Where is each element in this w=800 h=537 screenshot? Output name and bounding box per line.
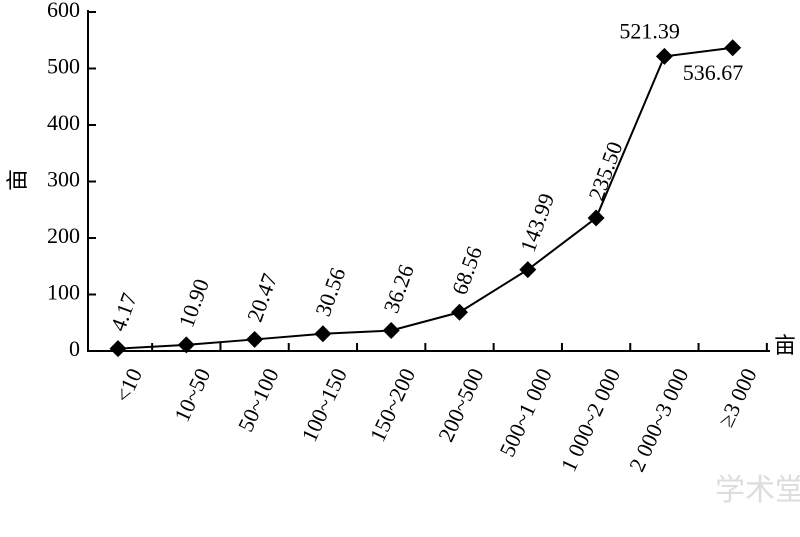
x-tick-label: 200~500 [433, 364, 489, 445]
x-tick-label: 150~200 [365, 364, 421, 445]
marker [109, 340, 127, 358]
y-tick-label: 100 [47, 280, 80, 305]
data-label: 235.50 [583, 138, 627, 203]
marker [177, 336, 195, 354]
x-tick-label: 2 000~3 000 [624, 364, 694, 475]
data-label: 143.99 [515, 190, 559, 255]
x-tick-label: 1 000~2 000 [556, 364, 626, 475]
data-label: 20.47 [242, 270, 282, 325]
marker [382, 322, 400, 339]
marker [246, 330, 264, 348]
x-axis-label: 亩 [774, 333, 796, 358]
y-tick-label: 500 [47, 54, 80, 79]
data-label: 68.56 [447, 243, 487, 298]
line [117, 46, 733, 350]
marker [587, 209, 605, 227]
x-tick-label: <10 [110, 364, 147, 406]
x-tick-label: 100~150 [296, 364, 352, 445]
marker [519, 261, 537, 279]
watermark: 学术堂 [715, 474, 800, 507]
y-tick-label: 0 [69, 336, 80, 361]
y-tick-label: 200 [47, 223, 80, 248]
y-tick-label: 300 [47, 167, 80, 192]
x-tick-label: 10~50 [169, 364, 215, 425]
x-tick-label: ≥3 000 [713, 364, 762, 430]
data-label: 4.17 [105, 290, 142, 335]
marker [724, 39, 742, 57]
marker [451, 303, 468, 321]
y-tick-label: 400 [47, 110, 80, 135]
marker [655, 47, 673, 65]
marker [314, 325, 332, 343]
data-label: 30.56 [310, 264, 350, 319]
x-tick-label: 500~1 000 [494, 364, 557, 460]
y-tick-label: 600 [47, 0, 80, 22]
data-label: 36.26 [378, 261, 418, 316]
data-label: 536.67 [683, 60, 744, 85]
x-tick-label: 50~100 [233, 364, 284, 435]
y-axis-label: 亩 [5, 169, 30, 191]
data-label: 521.39 [619, 18, 680, 43]
data-label: 10.90 [174, 275, 214, 330]
